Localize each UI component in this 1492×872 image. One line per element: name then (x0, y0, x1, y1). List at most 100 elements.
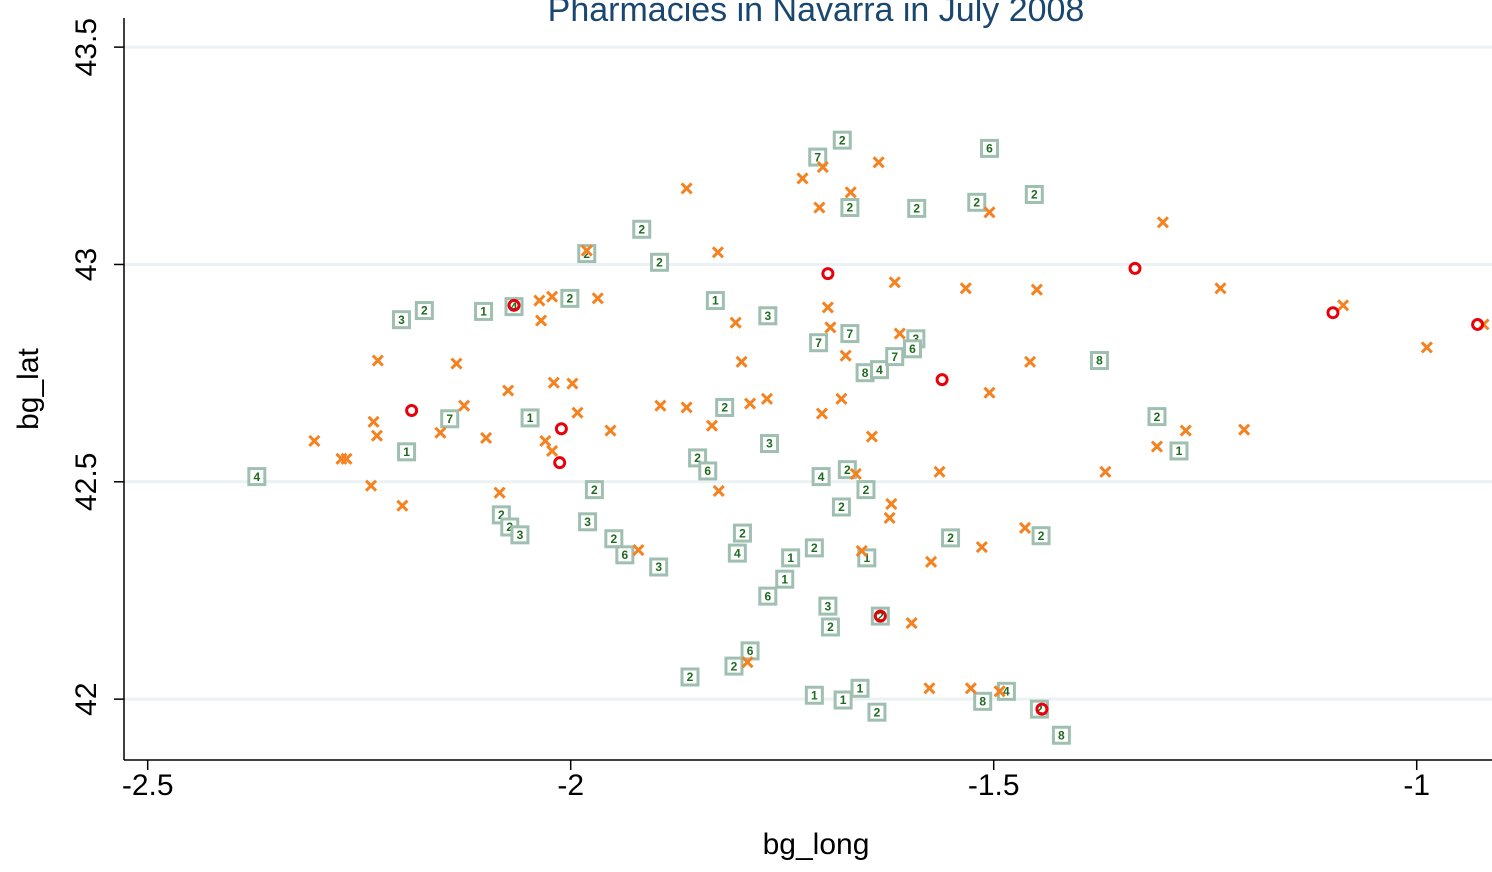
point-label: 2 (721, 401, 728, 415)
point-stroke (1030, 283, 1043, 296)
point (840, 324, 860, 344)
point (604, 424, 617, 437)
point (925, 555, 938, 568)
point (821, 301, 834, 314)
point (371, 354, 384, 367)
point (1024, 355, 1037, 368)
point (813, 201, 826, 214)
point (1018, 521, 1032, 534)
point-label: 7 (891, 350, 898, 364)
point (1035, 702, 1049, 716)
point-label: 4 (876, 363, 883, 377)
point-label: 2 (739, 526, 746, 540)
point-label: 1 (403, 445, 410, 459)
point (1128, 261, 1142, 275)
point (893, 327, 906, 340)
point-stroke (885, 497, 898, 511)
point-stroke (983, 386, 996, 399)
point (850, 678, 870, 698)
point (741, 656, 754, 669)
point-label: 7 (847, 327, 854, 341)
point (844, 186, 857, 199)
point (983, 386, 996, 399)
point-stroke (893, 327, 906, 340)
point (993, 685, 1006, 698)
point (833, 690, 853, 710)
point (824, 321, 837, 334)
point-label: 2 (1036, 702, 1043, 716)
point-stroke (546, 290, 559, 303)
point-stroke (1179, 424, 1192, 437)
point-label: 3 (825, 599, 832, 613)
point (856, 480, 876, 500)
point-label: 2 (694, 451, 701, 465)
point-label: 2 (687, 670, 694, 684)
point-label: 2 (863, 483, 870, 497)
y-tick-label: 42.5 (70, 453, 103, 511)
point (493, 486, 506, 499)
point-stroke (872, 156, 885, 169)
point (983, 206, 996, 219)
point-stroke (580, 244, 593, 257)
point-stroke (367, 415, 380, 428)
point (941, 528, 961, 548)
point (1238, 423, 1251, 436)
x-tick-label: -2.5 (122, 769, 174, 802)
point-stroke (571, 406, 584, 419)
point-label: 2 (583, 247, 590, 261)
point-stroke (1238, 423, 1251, 436)
point-label: 6 (704, 464, 711, 478)
point (820, 617, 840, 637)
point (535, 314, 548, 327)
point (510, 525, 530, 545)
point (1024, 184, 1044, 204)
point (502, 384, 515, 397)
point (959, 282, 972, 295)
point-stroke (839, 349, 852, 362)
point (865, 430, 878, 443)
point (450, 357, 463, 370)
point (796, 172, 809, 185)
chart-title: Pharmacies in Navarra in July 2008 (548, 0, 1085, 29)
point (811, 467, 831, 487)
point-label: 3 (766, 437, 773, 451)
point-label: 1 (712, 294, 719, 308)
point-stroke (680, 401, 693, 414)
point (367, 415, 380, 428)
point-stroke (1337, 299, 1350, 312)
point-label: 2 (731, 659, 738, 673)
point-stroke (1018, 521, 1032, 534)
point-label: 4 (253, 470, 260, 484)
point-label: 8 (862, 366, 869, 380)
point-label: 3 (584, 515, 591, 529)
y-tick-label: 43.5 (70, 18, 103, 76)
point (907, 198, 927, 218)
point (760, 434, 780, 454)
point (1337, 299, 1350, 312)
point-label: 2 (913, 202, 920, 216)
point (760, 392, 774, 405)
point (591, 292, 604, 305)
point (888, 276, 901, 289)
point (839, 349, 852, 362)
point-stroke (883, 511, 896, 524)
point-label: 7 (446, 412, 453, 426)
point-label: 3 (398, 313, 405, 327)
point (580, 244, 593, 257)
point-label: 6 (986, 142, 993, 156)
point-stroke (741, 656, 754, 669)
point (440, 409, 460, 429)
point (758, 586, 778, 606)
point (370, 429, 384, 442)
point-label: 2 (844, 463, 851, 477)
point (308, 434, 321, 448)
point (935, 373, 949, 387)
point-label: 1 (840, 693, 847, 707)
point (808, 147, 828, 167)
point-label: 1 (811, 688, 818, 702)
point-stroke (993, 685, 1006, 698)
point-label: 1 (527, 411, 534, 425)
point-label: 4 (734, 546, 741, 560)
point-label: 2 (567, 292, 574, 306)
point-label: 3 (764, 309, 771, 323)
